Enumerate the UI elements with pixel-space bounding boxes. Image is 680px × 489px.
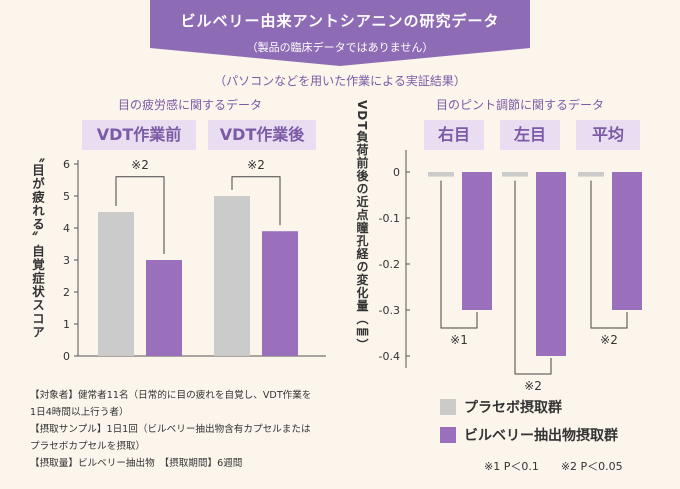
left-significance-label: ※2 bbox=[247, 158, 265, 172]
left-significance-bracket bbox=[115, 176, 165, 254]
right-bar-bilberry bbox=[612, 172, 642, 310]
left-y-tick-label: 1 bbox=[63, 318, 70, 331]
note-line: プラセボカプセルを摂取） bbox=[30, 441, 146, 452]
right-bar-placebo bbox=[578, 172, 604, 177]
legend-placebo: プラセボ摂取群 bbox=[440, 398, 562, 418]
legend-bilberry: ビルベリー抽出物摂取群 bbox=[440, 426, 618, 446]
left-bar bbox=[98, 212, 134, 356]
left-y-tick-label: 2 bbox=[63, 286, 70, 299]
left-y-tick-label: 3 bbox=[63, 254, 70, 267]
left-y-tick-label: 4 bbox=[63, 222, 70, 235]
left-bar bbox=[146, 260, 182, 356]
study-notes: 【対象者】健常者11名（日常的に目の疲れを自覚し、VDT作業を 1日4時間以上行… bbox=[30, 387, 370, 472]
tab-before-vdt: VDT作業前 bbox=[82, 120, 196, 150]
left-y-tick-label: 5 bbox=[63, 190, 70, 203]
right-bar-placebo bbox=[428, 172, 454, 177]
right-bar-bilberry bbox=[536, 172, 566, 356]
right-significance-bracket bbox=[590, 180, 628, 329]
right-bar-bilberry bbox=[462, 172, 492, 310]
right-y-tick-label: -0.1 bbox=[379, 212, 400, 225]
left-y-axis-label: 〝目が疲れる〟自覚症状スコア bbox=[30, 150, 45, 339]
left-bar bbox=[214, 196, 250, 356]
right-significance-label: ※2 bbox=[524, 379, 542, 393]
title-banner bbox=[150, 0, 530, 66]
right-y-tick-label: -0.2 bbox=[379, 258, 400, 271]
note-line: 【摂取量】ビルベリー抽出物 【摂取期間】6週間 bbox=[30, 458, 243, 469]
left-bar bbox=[262, 231, 298, 356]
study-note: （パソコンなどを用いた作業による実証結果） bbox=[214, 74, 466, 88]
note-line: 1日4時間以上行う者） bbox=[30, 407, 129, 418]
right-significance-label: ※1 bbox=[450, 333, 468, 347]
legend-swatch-bilberry bbox=[440, 427, 456, 443]
right-section-title: 目のピント調節に関するデータ bbox=[435, 98, 604, 112]
right-significance-label: ※2 bbox=[600, 333, 618, 347]
right-significance-bracket bbox=[440, 180, 478, 329]
note-line: 【摂取サンプル】1日1回（ビルベリー抽出物含有カプセルまたは bbox=[30, 424, 311, 435]
right-y-tick-label: -0.4 bbox=[379, 350, 400, 363]
left-significance-label: ※2 bbox=[131, 158, 149, 172]
legend-swatch-placebo bbox=[440, 399, 456, 415]
legend-label-bilberry: ビルベリー抽出物摂取群 bbox=[464, 428, 618, 444]
left-section-title: 目の疲労感に関するデータ bbox=[117, 98, 262, 112]
note-line: 【対象者】健常者11名（日常的に目の疲れを自覚し、VDT作業を bbox=[30, 390, 312, 401]
tab-left-eye: 左目 bbox=[500, 120, 560, 150]
tab-after-vdt: VDT作業後 bbox=[208, 120, 316, 150]
left-y-tick-label: 0 bbox=[63, 350, 70, 363]
tab-average: 平均 bbox=[576, 120, 640, 150]
right-y-tick-label: -0.3 bbox=[379, 304, 400, 317]
right-y-tick-label: 0 bbox=[393, 166, 400, 179]
legend-label-placebo: プラセボ摂取群 bbox=[464, 400, 562, 416]
left-significance-bracket bbox=[231, 176, 281, 226]
page-subtitle: （製品の臨床データではありません） bbox=[246, 41, 434, 54]
tab-right-eye: 右目 bbox=[424, 120, 484, 150]
significance-footnote: ※1 P＜0.1 ※2 P＜0.05 bbox=[484, 460, 623, 473]
page-title: ビルベリー由来アントシアニンの研究データ bbox=[180, 12, 500, 30]
right-significance-bracket bbox=[514, 180, 552, 375]
right-bar-placebo bbox=[502, 172, 528, 177]
right-y-axis-label: VDT負荷前後の近点瞳孔経の変化量（㎜） bbox=[355, 100, 369, 352]
left-y-tick-label: 6 bbox=[63, 158, 70, 171]
